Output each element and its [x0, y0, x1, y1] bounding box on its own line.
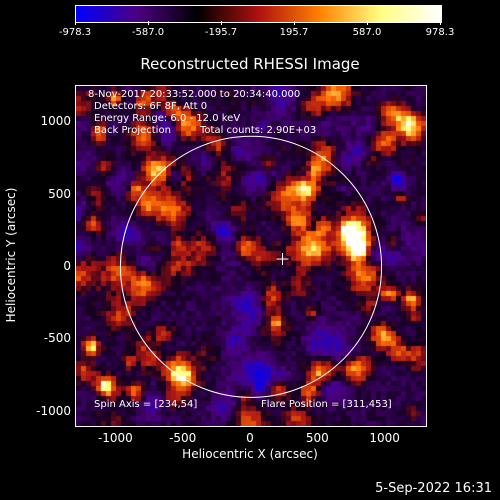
y-tick-label: -500 — [43, 331, 71, 346]
image-plot: 8-Nov-2017 20:33:52.000 to 20:34:40.000 … — [75, 85, 427, 427]
colorbar-tick-label: 195.7 — [279, 27, 309, 38]
y-axis-label: Heliocentric Y (arcsec) — [4, 187, 18, 323]
colorbar-tick-label: 978.3 — [425, 27, 455, 38]
y-tick-label: -1000 — [36, 403, 71, 418]
colorbar-tick-label: -195.7 — [204, 27, 238, 38]
energy-range-label: Energy Range: 6.0 - 12.0 keV — [94, 113, 241, 124]
plot-title: Reconstructed RHESSI Image — [140, 55, 360, 73]
x-tick-label: -1000 — [97, 431, 133, 445]
x-axis-label: Heliocentric X (arcsec) — [182, 447, 318, 461]
detectors-label: Detectors: 6F 8F, Att 0 — [94, 101, 208, 112]
y-tick-label: 1000 — [40, 114, 71, 129]
total-counts-label: Total counts: 2.90E+03 — [200, 125, 317, 136]
x-tick-label: 500 — [305, 431, 329, 445]
solar-limb-circle — [119, 135, 383, 398]
reconstructed-image — [76, 86, 426, 426]
colorbar-tick-mark — [440, 21, 441, 25]
plot-overlay — [119, 135, 383, 398]
y-tick-label: 0 — [63, 258, 71, 273]
colorbar-tick-mark — [221, 21, 222, 25]
x-tick-label: -500 — [169, 431, 197, 445]
flare-position-label: Flare Position = [311,453] — [261, 399, 392, 410]
colorbar-tick-label: 587.0 — [352, 27, 382, 38]
colorbar-tick-mark — [75, 21, 76, 25]
colorbar-tick-label: -587.0 — [131, 27, 165, 38]
spin-axis-label: Spin Axis = [234,54] — [94, 399, 198, 410]
timestamp-footer: 5-Sep-2022 16:31 — [375, 481, 492, 496]
x-tick-label: 0 — [246, 431, 254, 445]
colorbar — [75, 5, 442, 23]
colorbar-tick-mark — [367, 21, 368, 25]
y-tick-label: 500 — [48, 186, 71, 201]
colorbar-tick-mark — [148, 21, 149, 25]
method-label: Back Projection — [94, 125, 171, 136]
colorbar-tick-label: -978.3 — [58, 27, 92, 38]
time-range-label: 8-Nov-2017 20:33:52.000 to 20:34:40.000 — [88, 89, 301, 100]
x-tick-label: 1000 — [369, 431, 400, 445]
spin-axis-marker — [276, 253, 289, 266]
colorbar-tick-mark — [294, 21, 295, 25]
